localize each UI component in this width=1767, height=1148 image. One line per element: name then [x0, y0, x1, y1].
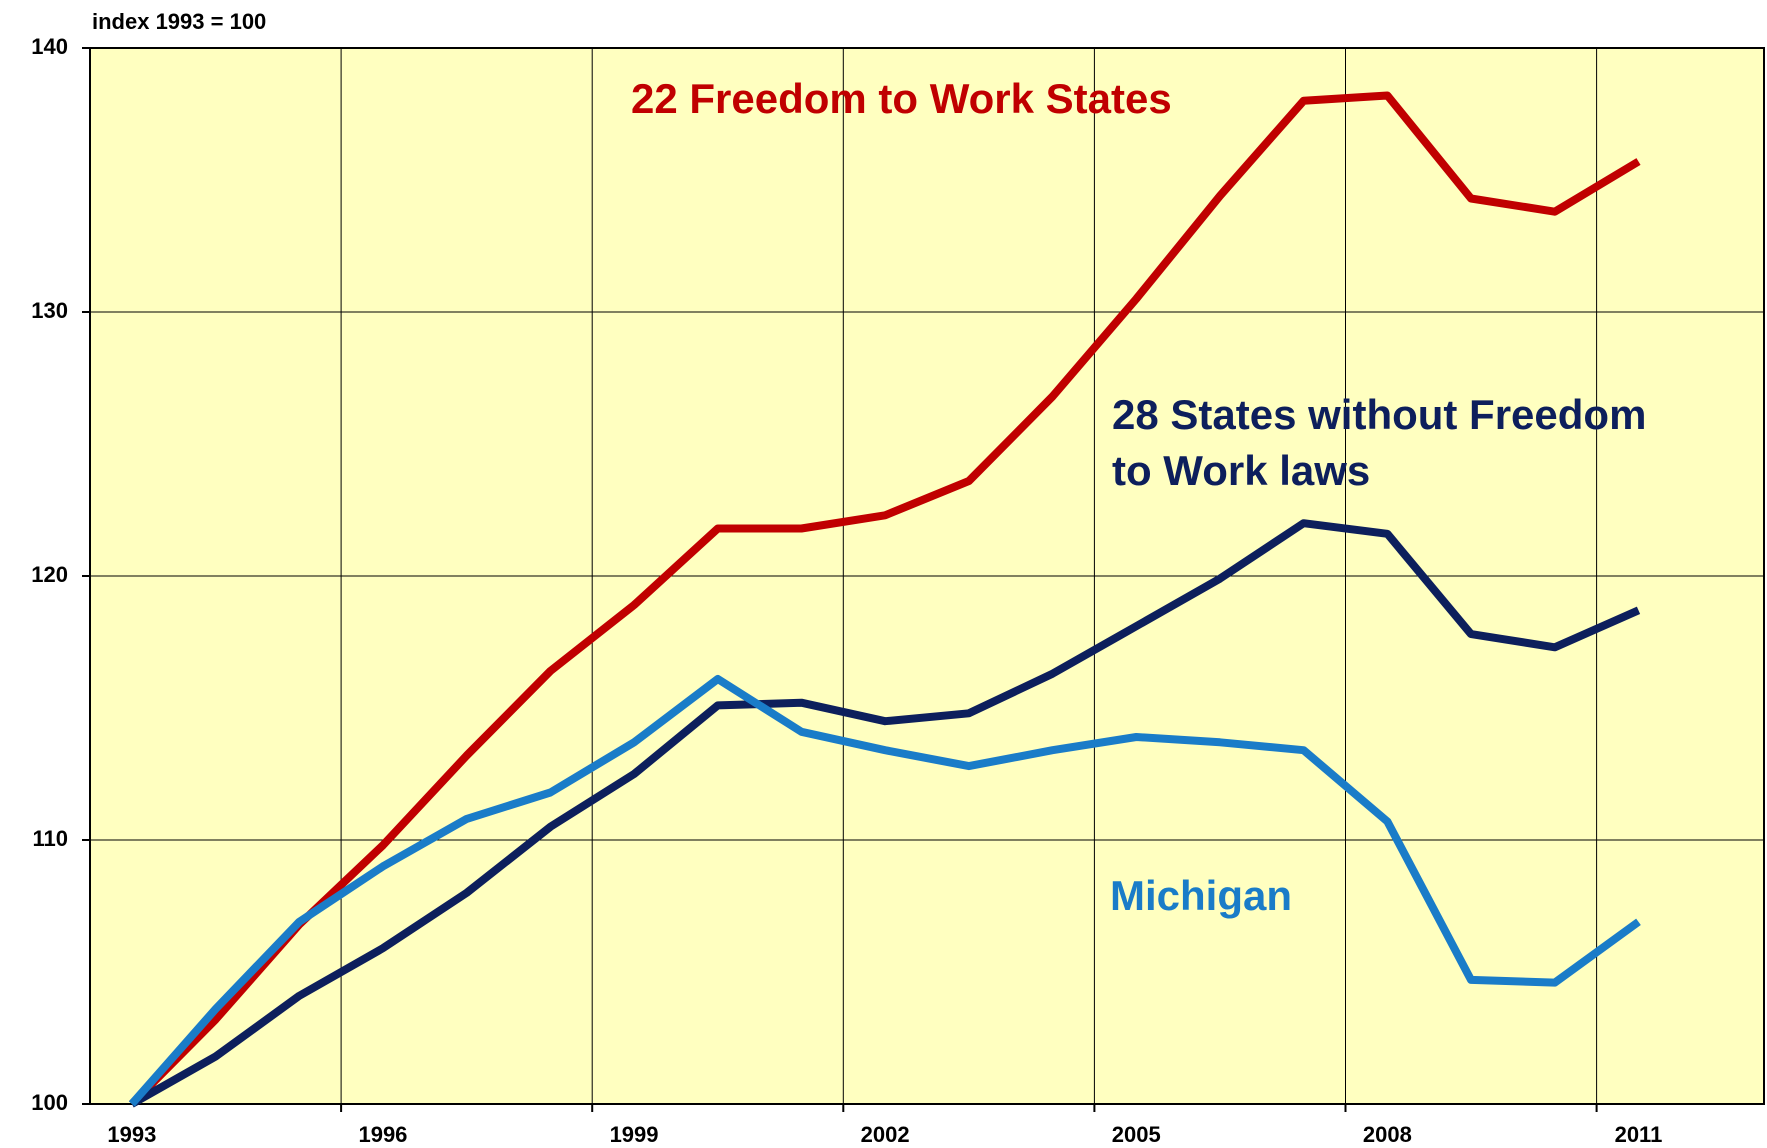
- x-tick-label: 1999: [610, 1122, 659, 1147]
- x-tick-label: 2005: [1112, 1122, 1161, 1147]
- y-tick-label: 140: [31, 34, 68, 59]
- y-tick-label: 100: [31, 1090, 68, 1115]
- series-line: [129, 519, 1641, 1108]
- series-label: 28 States without Freedom to Work laws: [1112, 391, 1647, 494]
- x-tick-label: 1993: [107, 1122, 156, 1147]
- x-tick-label: 2008: [1363, 1122, 1412, 1147]
- plot-border: [89, 47, 1765, 1105]
- y-axis-label: index 1993 = 100: [92, 9, 266, 34]
- y-tick-label: 120: [31, 562, 68, 587]
- y-tick-label: 110: [33, 826, 69, 851]
- x-tick-label: 1996: [358, 1122, 407, 1147]
- x-tick-label: 2002: [861, 1122, 910, 1147]
- x-tick-label: 2011: [1615, 1122, 1663, 1147]
- series-line: [128, 675, 1641, 1107]
- series-label: Michigan: [1110, 872, 1293, 919]
- y-tick-label: 130: [31, 298, 68, 323]
- series-label: 22 Freedom to Work States: [631, 75, 1172, 122]
- series-line: [128, 91, 1641, 1107]
